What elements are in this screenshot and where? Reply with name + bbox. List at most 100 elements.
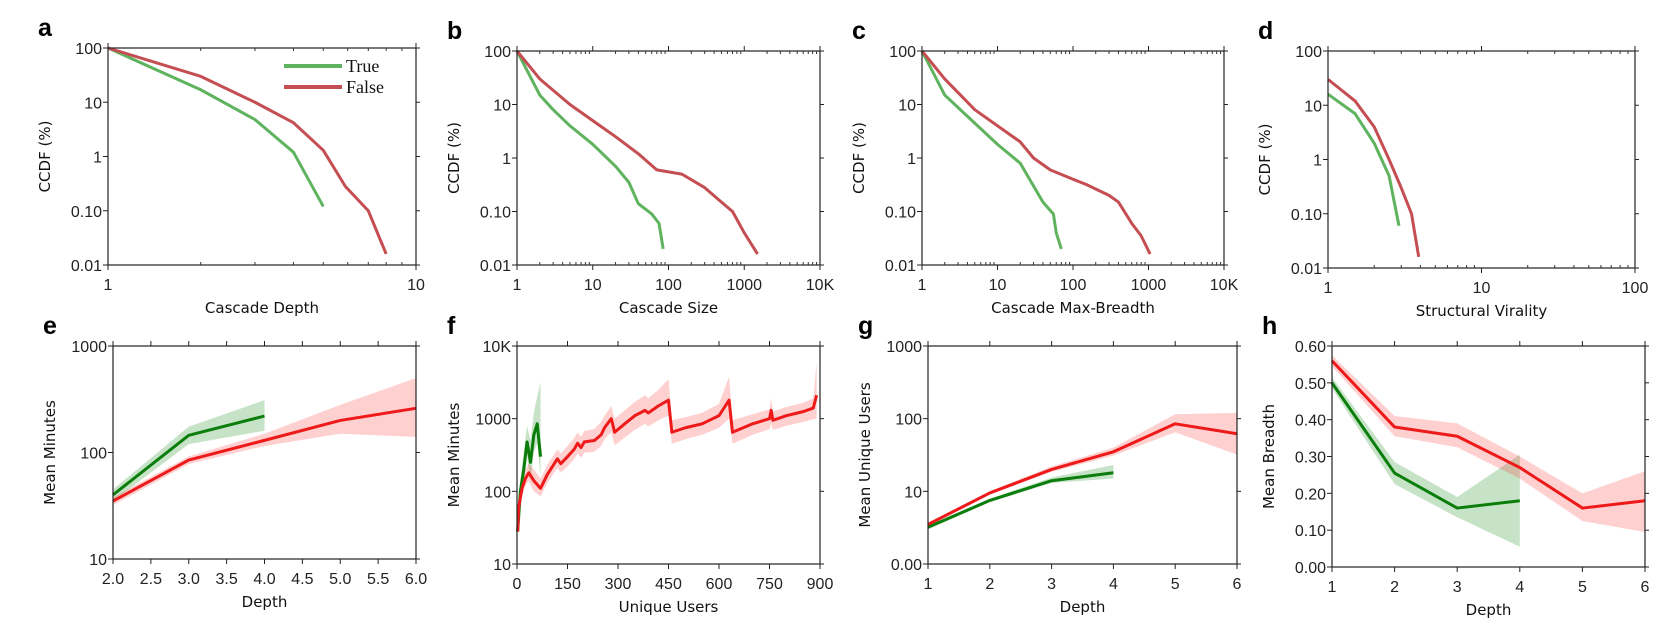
x-axis-label: Structural Virality: [1416, 302, 1548, 320]
y-tick-label: 1000: [886, 339, 922, 356]
y-tick-label: 0.01: [480, 258, 511, 275]
y-tick-label: 100: [895, 412, 922, 429]
y-tick-label: 1000: [475, 412, 511, 429]
confidence-band-true: [1332, 377, 1520, 547]
panel-letter: c: [852, 17, 866, 45]
y-tick-label: 0.30: [1295, 450, 1326, 467]
panel-d: d 1 10 100 0.01 0.10 1 10 100 Structural Virality…: [1256, 17, 1648, 320]
x-tick-label: 5.5: [367, 571, 389, 588]
y-tick-label: 0.50: [1295, 376, 1326, 393]
x-tick-label: 2.5: [140, 571, 162, 588]
x-tick-label: 100: [655, 277, 682, 294]
x-tick-label: 3: [1453, 579, 1462, 596]
x-tick-label: 4.5: [291, 571, 313, 588]
y-tick-label: 0.01: [1291, 261, 1322, 278]
y-tick-label: 1: [1313, 153, 1322, 170]
x-tick-label: 10: [989, 277, 1007, 294]
series-line-false: [516, 394, 819, 532]
confidence-band-false: [517, 362, 817, 536]
y-axis-label: Mean Breadth: [1260, 404, 1278, 509]
x-tick-label: 1000: [726, 277, 762, 294]
y-axis-label: CCDF (%): [850, 122, 868, 194]
x-tick-label: 10: [407, 277, 425, 294]
panel-f: f 0 150 300 450 600 750 900 10 100 1000 10K Unique U…: [445, 312, 833, 616]
plot-frame: [921, 50, 1225, 266]
y-tick-label: 0.01: [885, 258, 916, 275]
y-tick-label: 0.40: [1295, 413, 1326, 430]
y-tick-label: 10: [84, 95, 102, 112]
x-tick-label: 10K: [1210, 277, 1239, 294]
y-tick-label: 10: [493, 557, 511, 574]
series-line-false: [112, 406, 417, 503]
x-tick-label: 3.5: [216, 571, 238, 588]
x-axis-label: Cascade Size: [619, 299, 718, 317]
panel-e: e 2.0 2.5 3.0 3.5 4.0 4.5 5.0 5.5 6.0 10 100 1000 Dep…: [41, 312, 427, 611]
panel-letter: g: [858, 312, 873, 340]
x-tick-label: 5: [1578, 579, 1587, 596]
x-tick-label: 1: [924, 576, 933, 593]
x-axis-label: Cascade Max-Breadth: [991, 299, 1155, 317]
x-tick-label: 10: [1473, 280, 1491, 297]
y-tick-label: 10: [904, 484, 922, 501]
y-tick-label: 0.01: [71, 258, 102, 275]
y-tick-label: 0.10: [1295, 523, 1326, 540]
y-axis-label: Mean Unique Users: [856, 382, 874, 528]
panel-a: a 1 10 0.01 0.10 1 10 100 Cascade Depth CCDF (%): [36, 14, 425, 317]
y-axis-label: Mean Minutes: [445, 402, 463, 507]
x-tick-label: 4: [1109, 576, 1118, 593]
x-tick-label: 2.0: [102, 571, 124, 588]
series-line-false: [1327, 78, 1421, 258]
y-tick-label: 10K: [483, 339, 512, 356]
y-axis-label: CCDF (%): [1256, 124, 1274, 196]
panel-c: c 1 10 100 1000 10K 0.01 0.10 1 10 100 Cascade Max-…: [850, 17, 1239, 317]
x-tick-label: 1: [1324, 280, 1333, 297]
y-tick-label: 0.00: [1295, 560, 1326, 577]
x-axis-label: Unique Users: [619, 598, 719, 616]
x-axis-label: Depth: [1060, 598, 1106, 616]
x-tick-label: 5: [1171, 576, 1180, 593]
y-tick-label: 100: [1295, 44, 1322, 61]
x-tick-label: 100: [1622, 280, 1649, 297]
y-tick-label: 10: [89, 552, 107, 569]
y-tick-label: 100: [484, 484, 511, 501]
confidence-band-true: [928, 465, 1114, 530]
x-tick-label: 1: [104, 277, 113, 294]
panel-g: g 1 2 3 4 5 6 0.00 10 100 1000 Depth Mean Unique Use…: [856, 312, 1242, 616]
x-tick-label: 6.0: [405, 571, 427, 588]
y-tick-label: 10: [493, 98, 511, 115]
x-tick-label: 1: [1328, 579, 1337, 596]
x-tick-label: 3: [1047, 576, 1056, 593]
series-line-true: [927, 471, 1114, 529]
series-line-false: [1330, 359, 1646, 510]
x-tick-label: 450: [655, 576, 682, 593]
y-tick-label: 100: [75, 41, 102, 58]
series-line-true: [515, 50, 665, 250]
panel-h: h 1 2 3 4 5 6 0.00 0.10 0.20 0.30 0.40 0.50 0.60 Depth…: [1260, 312, 1650, 619]
x-tick-label: 150: [554, 576, 581, 593]
x-axis-label: Cascade Depth: [205, 299, 319, 317]
y-tick-label: 1: [907, 151, 916, 168]
x-tick-label: 3.0: [178, 571, 200, 588]
panel-letter: d: [1258, 17, 1273, 45]
y-tick-label: 10: [898, 98, 916, 115]
x-tick-label: 2: [985, 576, 994, 593]
x-tick-label: 2: [1390, 579, 1399, 596]
y-axis-label: CCDF (%): [36, 121, 54, 193]
y-tick-label: 0.10: [1291, 207, 1322, 224]
panel-letter: h: [1262, 312, 1277, 340]
panel-letter: f: [447, 312, 456, 340]
confidence-band-false: [928, 412, 1237, 527]
plot-frame: [927, 345, 1238, 565]
plot-frame: [1327, 50, 1636, 269]
x-tick-label: 100: [1060, 277, 1087, 294]
x-tick-label: 4: [1515, 579, 1524, 596]
y-axis-label: CCDF (%): [445, 122, 463, 194]
x-tick-label: 750: [756, 576, 783, 593]
x-tick-label: 1: [918, 277, 927, 294]
y-tick-label: 1: [93, 150, 102, 167]
x-tick-label: 900: [807, 576, 834, 593]
panel-letter: a: [38, 14, 53, 42]
y-axis-label: Mean Minutes: [41, 400, 59, 505]
x-tick-label: 300: [605, 576, 632, 593]
